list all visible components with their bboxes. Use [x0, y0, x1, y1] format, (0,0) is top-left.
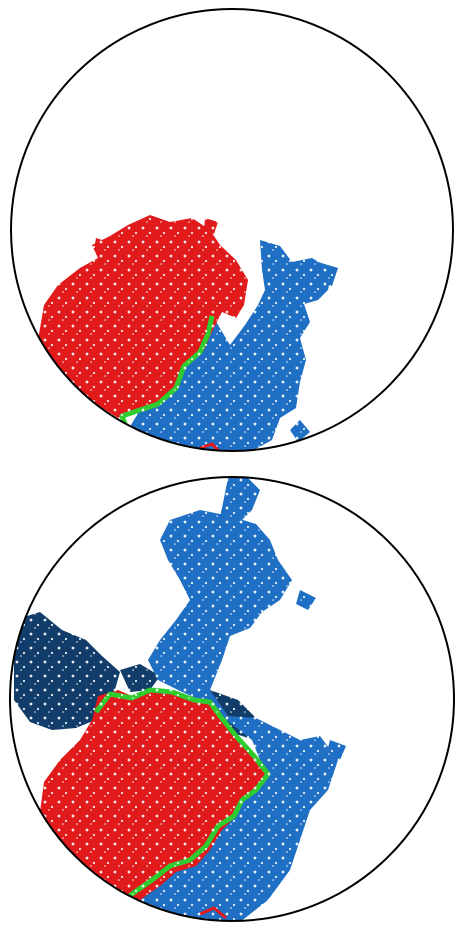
top-panel — [10, 8, 454, 452]
top-boundary-circle — [10, 8, 454, 452]
bottom-panel — [9, 476, 455, 922]
bottom-boundary-circle — [9, 476, 455, 922]
